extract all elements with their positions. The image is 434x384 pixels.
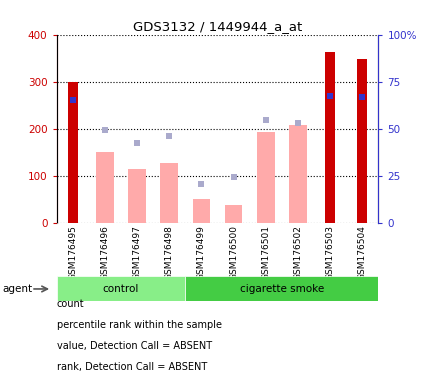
Bar bbox=[224, 205, 242, 223]
Bar bbox=[357, 59, 366, 223]
Text: GSM176504: GSM176504 bbox=[357, 225, 366, 280]
Bar bbox=[56, 276, 185, 301]
Text: GSM176502: GSM176502 bbox=[293, 225, 302, 280]
Text: GSM176501: GSM176501 bbox=[261, 225, 270, 280]
Text: agent: agent bbox=[3, 284, 33, 294]
Text: count: count bbox=[56, 299, 84, 309]
Bar bbox=[160, 164, 178, 223]
Bar bbox=[289, 125, 306, 223]
Bar bbox=[96, 152, 113, 223]
Bar bbox=[256, 132, 274, 223]
Text: GSM176497: GSM176497 bbox=[132, 225, 141, 280]
Text: GSM176503: GSM176503 bbox=[325, 225, 334, 280]
Bar bbox=[192, 199, 210, 223]
Text: GSM176500: GSM176500 bbox=[229, 225, 237, 280]
Text: GSM176495: GSM176495 bbox=[68, 225, 77, 280]
Text: cigarette smoke: cigarette smoke bbox=[239, 284, 323, 294]
Text: value, Detection Call = ABSENT: value, Detection Call = ABSENT bbox=[56, 341, 211, 351]
Bar bbox=[68, 82, 77, 223]
Text: GSM176499: GSM176499 bbox=[197, 225, 205, 280]
Text: rank, Detection Call = ABSENT: rank, Detection Call = ABSENT bbox=[56, 362, 206, 372]
Bar bbox=[185, 276, 378, 301]
Text: percentile rank within the sample: percentile rank within the sample bbox=[56, 320, 221, 330]
Bar bbox=[325, 53, 334, 223]
Bar bbox=[128, 169, 145, 223]
Title: GDS3132 / 1449944_a_at: GDS3132 / 1449944_a_at bbox=[132, 20, 302, 33]
Text: GSM176498: GSM176498 bbox=[164, 225, 173, 280]
Text: control: control bbox=[102, 284, 139, 294]
Text: GSM176496: GSM176496 bbox=[100, 225, 109, 280]
